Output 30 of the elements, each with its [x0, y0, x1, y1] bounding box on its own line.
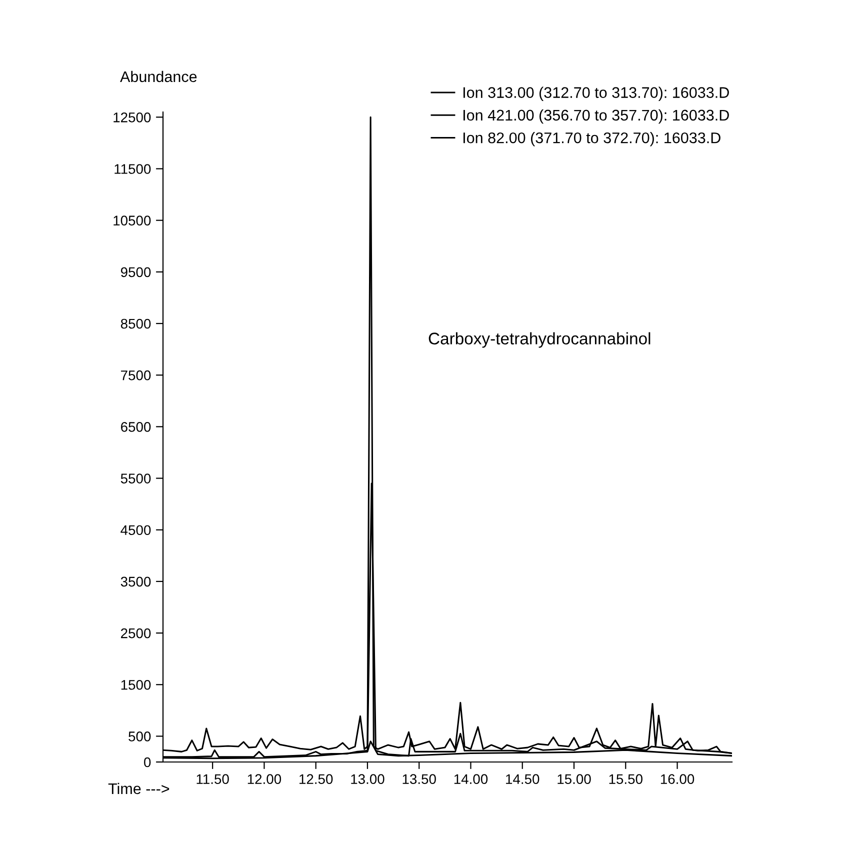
y-tick-label: 3500	[120, 576, 151, 587]
y-tick-label: 10500	[114, 216, 151, 226]
y-tick-label: 12500	[114, 112, 151, 122]
y-tick-label: 7500	[121, 370, 151, 380]
y-tick-label: 500	[128, 732, 151, 742]
legend-label: Ion 313.00 (312.70 to 313.70): 16033.D	[463, 86, 729, 101]
x-tick-label: 14.00	[454, 774, 488, 784]
y-tick-label: 9500	[120, 267, 151, 278]
x-tick-label: 12.00	[248, 774, 282, 784]
legend-label: Ion 421.00 (356.70 to 357.70): 16033.D	[463, 109, 729, 124]
y-tick-label: 8500	[120, 318, 151, 329]
x-tick-label: 12.50	[300, 774, 333, 784]
x-tick-label: 13.50	[402, 774, 436, 784]
y-tick-label: 11500	[114, 164, 151, 174]
y-tick-label: 0	[144, 757, 151, 768]
x-tick-label: 13.00	[351, 774, 384, 784]
x-tick-label: 11.50	[196, 774, 229, 784]
y-axis-title: Abundance	[120, 70, 197, 82]
y-tick-label: 1500	[121, 680, 151, 690]
y-tick-label: 6500	[121, 422, 151, 432]
y-tick-label: 5500	[120, 474, 151, 484]
y-tick-label: 4500	[120, 525, 151, 536]
x-axis-title: Time --->	[108, 782, 170, 794]
y-tick-label: 2500	[121, 628, 151, 638]
x-tick-label: 15.00	[558, 774, 591, 784]
x-tick-label: 16.00	[660, 774, 694, 784]
legend-label: Ion 82.00 (371.70 to 372.70): 16033.D	[463, 132, 720, 146]
x-tick-label: 15.50	[609, 774, 642, 784]
x-tick-label: 14.50	[506, 774, 540, 784]
annotation: Carboxy-tetrahydrocannabinol	[428, 332, 650, 348]
